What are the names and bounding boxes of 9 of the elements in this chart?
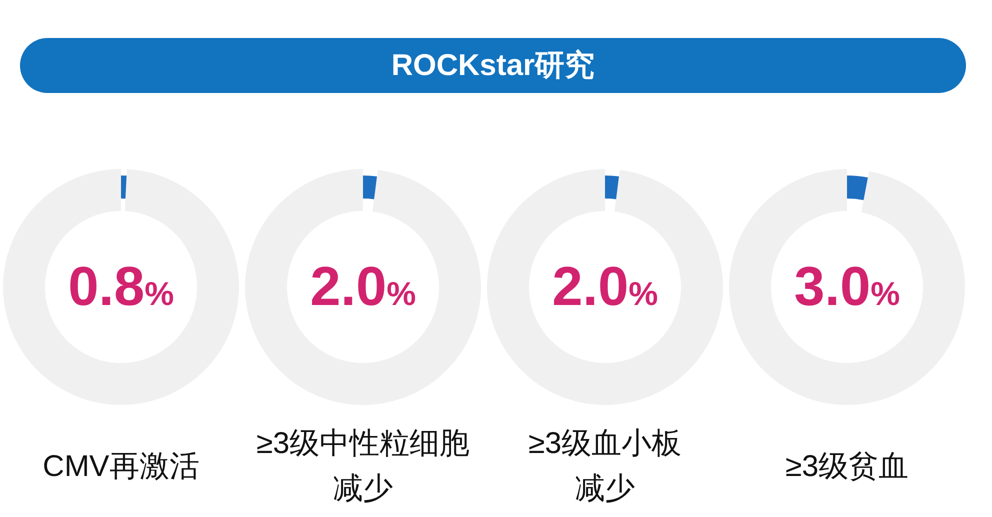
xlabel: ≥3级血小板减少 xyxy=(527,426,683,507)
xlabel: CMV再激活 xyxy=(42,448,200,484)
xlabel: ≥3级中性粒细胞减少 xyxy=(255,426,471,507)
title: ROCKstar研究 xyxy=(391,48,595,84)
data-label: 0.8% xyxy=(68,255,174,317)
data-label: 2.0% xyxy=(310,255,416,317)
data-label: 3.0% xyxy=(794,255,900,317)
xlabel: ≥3级贫血 xyxy=(785,448,909,484)
data-label: 2.0% xyxy=(552,255,658,317)
